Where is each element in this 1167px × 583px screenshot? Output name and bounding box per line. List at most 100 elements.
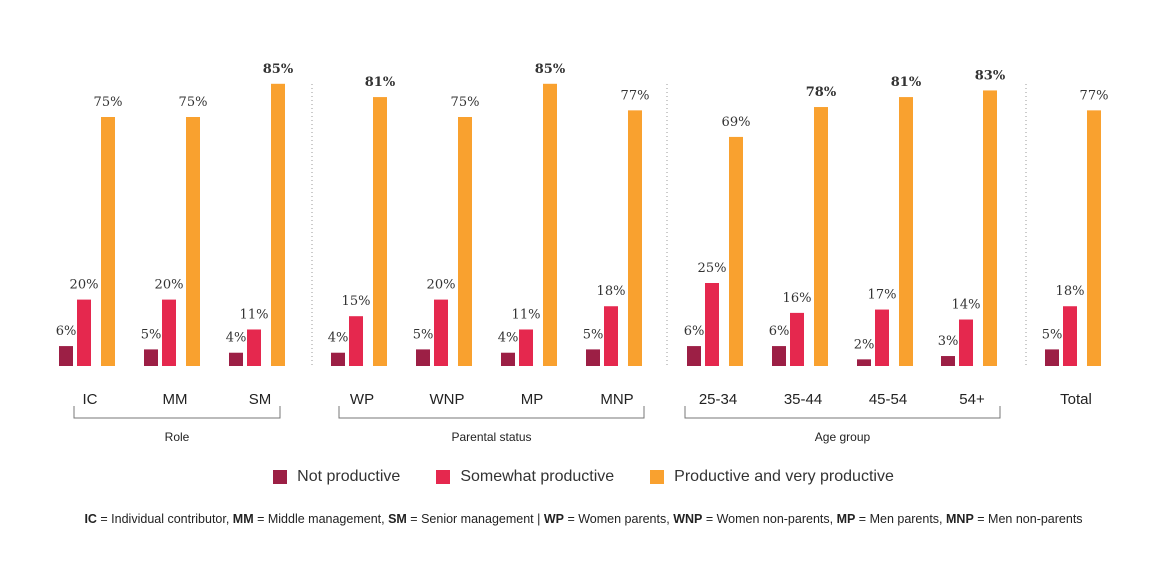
group-label-parental-status: Parental status xyxy=(451,430,531,444)
value-label-productive-and-very-productive-total: 77% xyxy=(1080,88,1109,103)
bar-somewhat-productive-45-54 xyxy=(875,309,889,366)
category-label-25-34: 25-34 xyxy=(699,391,737,408)
value-label-productive-and-very-productive-mnp: 77% xyxy=(621,88,650,103)
bar-chart: 6% 20% 75% IC 5% 20% 75% MM 4% 11% 85% SM 4% 15% 81% WP… xyxy=(56,62,1109,444)
value-label-not-productive-mp: 4% xyxy=(498,331,519,346)
footnote-text-mm: = Middle management, xyxy=(253,512,389,526)
legend-label-productive: Productive and very productive xyxy=(674,468,894,485)
category-label-sm: SM xyxy=(249,391,272,408)
bar-productive-and-very-productive-mp xyxy=(543,83,557,367)
bar-somewhat-productive-total xyxy=(1063,306,1077,366)
bar-productive-and-very-productive-total xyxy=(1087,110,1101,366)
abbreviation-footnote: IC = Individual contributor, MM = Middle… xyxy=(0,512,1167,526)
category-label-mp: MP xyxy=(521,391,544,408)
value-label-not-productive-45-54: 2% xyxy=(854,337,875,352)
value-label-productive-and-very-productive-mp: 85% xyxy=(535,62,566,77)
bar-somewhat-productive-54 xyxy=(959,319,973,366)
bar-not-productive-mp xyxy=(501,352,515,366)
value-label-productive-and-very-productive-wnp: 75% xyxy=(451,95,480,110)
value-label-not-productive-sm: 4% xyxy=(226,331,247,346)
group-label-age-group: Age group xyxy=(815,430,871,444)
bar-not-productive-mm xyxy=(144,349,158,366)
value-label-productive-and-very-productive-35-44: 78% xyxy=(806,85,837,100)
legend-swatch-not-productive xyxy=(273,470,288,484)
bar-not-productive-mnp xyxy=(586,349,600,366)
bar-productive-and-very-productive-mnp xyxy=(628,110,642,366)
footnote-abbr-mnp: MNP xyxy=(946,512,974,526)
value-label-productive-and-very-productive-54: 83% xyxy=(975,68,1006,83)
bar-somewhat-productive-35-44 xyxy=(790,312,804,366)
bar-somewhat-productive-mp xyxy=(519,329,533,366)
value-label-somewhat-productive-mm: 20% xyxy=(155,278,184,293)
value-label-productive-and-very-productive-45-54: 81% xyxy=(891,75,922,90)
value-label-somewhat-productive-wnp: 20% xyxy=(427,278,456,293)
value-label-not-productive-35-44: 6% xyxy=(769,324,790,339)
group-bracket-role xyxy=(73,406,281,419)
footnote-text-mp: = Men parents, xyxy=(855,512,947,526)
legend-label-somewhat-productive: Somewhat productive xyxy=(460,468,615,485)
value-label-not-productive-25-34: 6% xyxy=(684,324,705,339)
bar-not-productive-ic xyxy=(59,346,73,366)
chart-legend: Not productive Somewhat productive Produ… xyxy=(0,468,1167,486)
footnote-text-wnp: = Women non-parents, xyxy=(702,512,837,526)
category-label-wp: WP xyxy=(350,391,374,408)
legend-item-not-productive: Not productive xyxy=(273,468,400,486)
bar-productive-and-very-productive-ic xyxy=(101,117,115,366)
value-label-productive-and-very-productive-mm: 75% xyxy=(179,95,208,110)
value-label-productive-and-very-productive-ic: 75% xyxy=(94,95,123,110)
footnote-abbr-wp: WP xyxy=(543,512,564,526)
bar-productive-and-very-productive-35-44 xyxy=(814,107,828,366)
legend-item-productive: Productive and very productive xyxy=(650,468,894,486)
bar-not-productive-total xyxy=(1045,349,1059,366)
value-label-not-productive-mnp: 5% xyxy=(583,327,604,342)
value-label-productive-and-very-productive-wp: 81% xyxy=(365,75,396,90)
bar-somewhat-productive-wnp xyxy=(434,299,448,366)
bar-somewhat-productive-sm xyxy=(247,329,261,366)
bar-not-productive-wnp xyxy=(416,349,430,366)
value-label-somewhat-productive-mnp: 18% xyxy=(597,284,626,299)
category-label-ic: IC xyxy=(83,391,98,408)
footnote-abbr-mm: MM xyxy=(232,512,254,526)
value-label-not-productive-total: 5% xyxy=(1042,327,1063,342)
legend-label-not-productive: Not productive xyxy=(297,468,401,485)
value-label-somewhat-productive-45-54: 17% xyxy=(868,288,897,303)
value-label-not-productive-ic: 6% xyxy=(56,324,77,339)
legend-swatch-productive xyxy=(650,470,665,484)
bar-somewhat-productive-25-34 xyxy=(705,283,719,366)
value-label-not-productive-wp: 4% xyxy=(328,331,349,346)
footnote-abbr-ic: IC xyxy=(84,512,97,526)
bar-not-productive-sm xyxy=(229,352,243,366)
group-bracket-age-group xyxy=(684,406,1001,419)
value-label-productive-and-very-productive-25-34: 69% xyxy=(722,115,751,130)
value-label-somewhat-productive-35-44: 16% xyxy=(783,291,812,306)
bar-not-productive-35-44 xyxy=(772,346,786,366)
category-label-mm: MM xyxy=(163,391,188,408)
bar-not-productive-54 xyxy=(941,356,955,366)
value-label-somewhat-productive-sm: 11% xyxy=(240,307,269,322)
bar-somewhat-productive-mm xyxy=(162,299,176,366)
bar-productive-and-very-productive-45-54 xyxy=(899,97,913,366)
bar-productive-and-very-productive-mm xyxy=(186,117,200,366)
category-label-wnp: WNP xyxy=(430,391,465,408)
footnote-text-sm: = Senior management | xyxy=(406,512,544,526)
value-label-somewhat-productive-total: 18% xyxy=(1056,284,1085,299)
bar-productive-and-very-productive-25-34 xyxy=(729,136,743,366)
category-label-35-44: 35-44 xyxy=(784,391,822,408)
category-label-total: Total xyxy=(1060,391,1092,408)
category-label-mnp: MNP xyxy=(600,391,633,408)
value-label-somewhat-productive-ic: 20% xyxy=(70,278,99,293)
value-label-not-productive-54: 3% xyxy=(938,334,959,349)
value-label-somewhat-productive-wp: 15% xyxy=(342,294,371,309)
legend-swatch-somewhat-productive xyxy=(436,470,451,484)
bar-somewhat-productive-mnp xyxy=(604,306,618,366)
bar-productive-and-very-productive-54 xyxy=(983,90,997,366)
bar-not-productive-45-54 xyxy=(857,359,871,366)
value-label-somewhat-productive-54: 14% xyxy=(952,298,981,313)
footnote-text-wp: = Women parents, xyxy=(563,512,674,526)
bar-productive-and-very-productive-wnp xyxy=(458,117,472,366)
value-label-not-productive-wnp: 5% xyxy=(413,327,434,342)
bar-productive-and-very-productive-wp xyxy=(373,97,387,366)
group-label-role: Role xyxy=(165,430,190,444)
bar-productive-and-very-productive-sm xyxy=(271,83,285,367)
bar-not-productive-25-34 xyxy=(687,346,701,366)
